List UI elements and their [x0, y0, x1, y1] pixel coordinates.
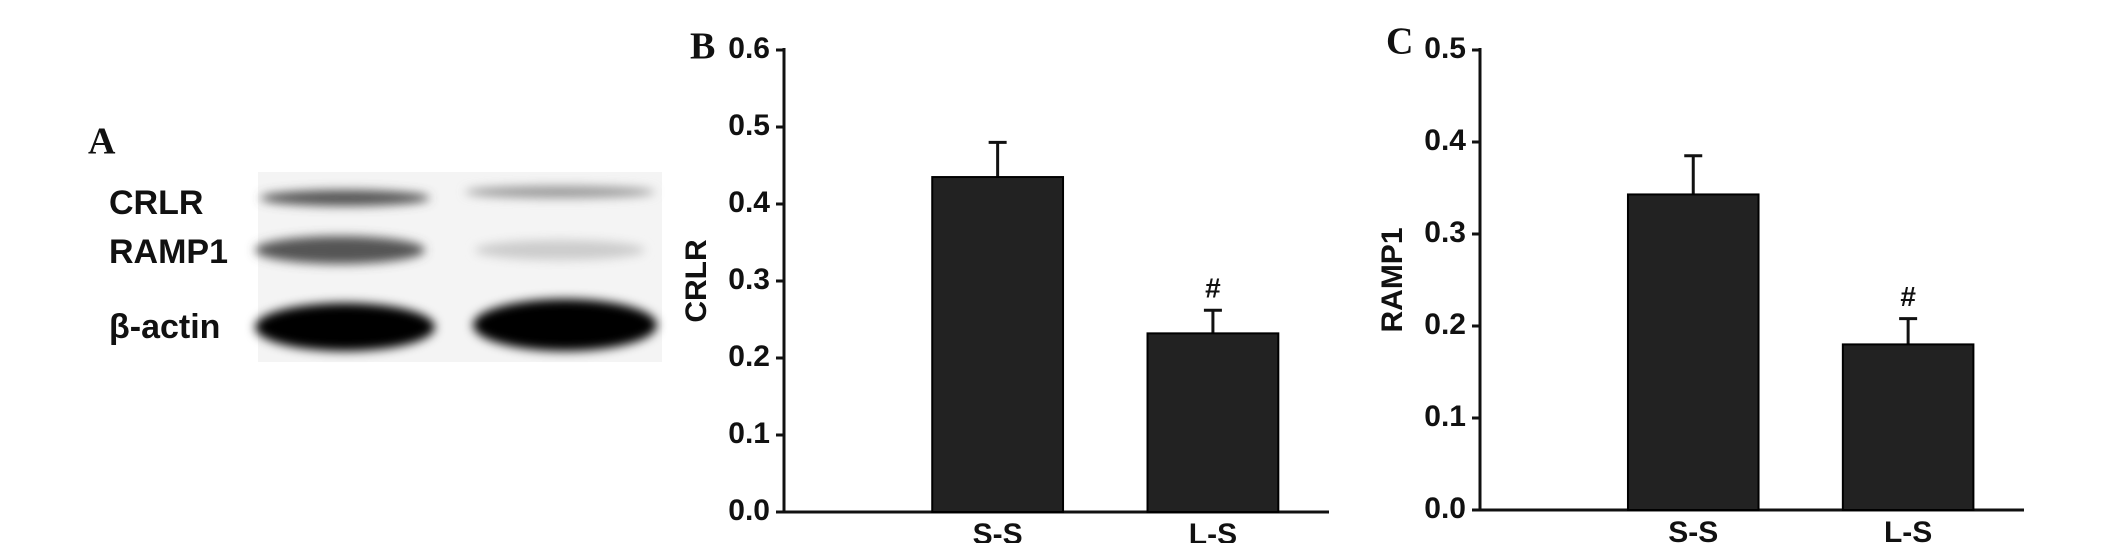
panel-label: A: [88, 121, 116, 163]
y-tick-label: 0.3: [1424, 216, 1466, 249]
blot-row-label: RAMP1: [109, 233, 228, 271]
blot-row-label: β-actin: [109, 308, 220, 346]
bar: [1626, 193, 1760, 511]
bar: [1841, 343, 1975, 511]
x-tick-label: L-S: [1884, 516, 1932, 543]
y-tick-label: 0.5: [728, 109, 770, 142]
bar: [1146, 332, 1280, 513]
blot-row-label: CRLR: [109, 184, 203, 222]
y-axis-label: RAMP1: [1376, 227, 1409, 332]
x-tick-label: L-S: [1189, 518, 1237, 543]
y-tick-label: 0.0: [1424, 492, 1466, 525]
y-axis-label: CRLR: [680, 239, 713, 323]
panel-label: C: [1386, 21, 1413, 63]
x-tick-label: S-S: [973, 518, 1023, 543]
y-tick-label: 0.5: [1424, 32, 1466, 65]
y-tick-label: 0.4: [728, 186, 770, 219]
panel-label: B: [690, 26, 715, 68]
band: [255, 303, 435, 351]
y-tick-label: 0.4: [1424, 124, 1466, 157]
band: [475, 240, 645, 260]
annotation: #: [1900, 281, 1916, 312]
y-tick-label: 0.6: [728, 32, 770, 65]
y-tick-label: 0.1: [1424, 400, 1466, 433]
band: [260, 190, 430, 206]
annotation: #: [1205, 273, 1221, 304]
y-tick-label: 0.0: [728, 494, 770, 527]
y-tick-label: 0.2: [1424, 308, 1466, 341]
band: [465, 186, 655, 198]
y-tick-label: 0.3: [728, 263, 770, 296]
band: [473, 299, 657, 351]
western-blot: A CRLR RAMP1 β-actin: [88, 121, 662, 362]
y-tick-label: 0.2: [728, 340, 770, 373]
y-tick-label: 0.1: [728, 417, 770, 450]
bar: [931, 176, 1065, 514]
blot-bands: [255, 186, 657, 351]
x-tick-label: S-S: [1668, 516, 1718, 543]
band: [255, 236, 425, 264]
